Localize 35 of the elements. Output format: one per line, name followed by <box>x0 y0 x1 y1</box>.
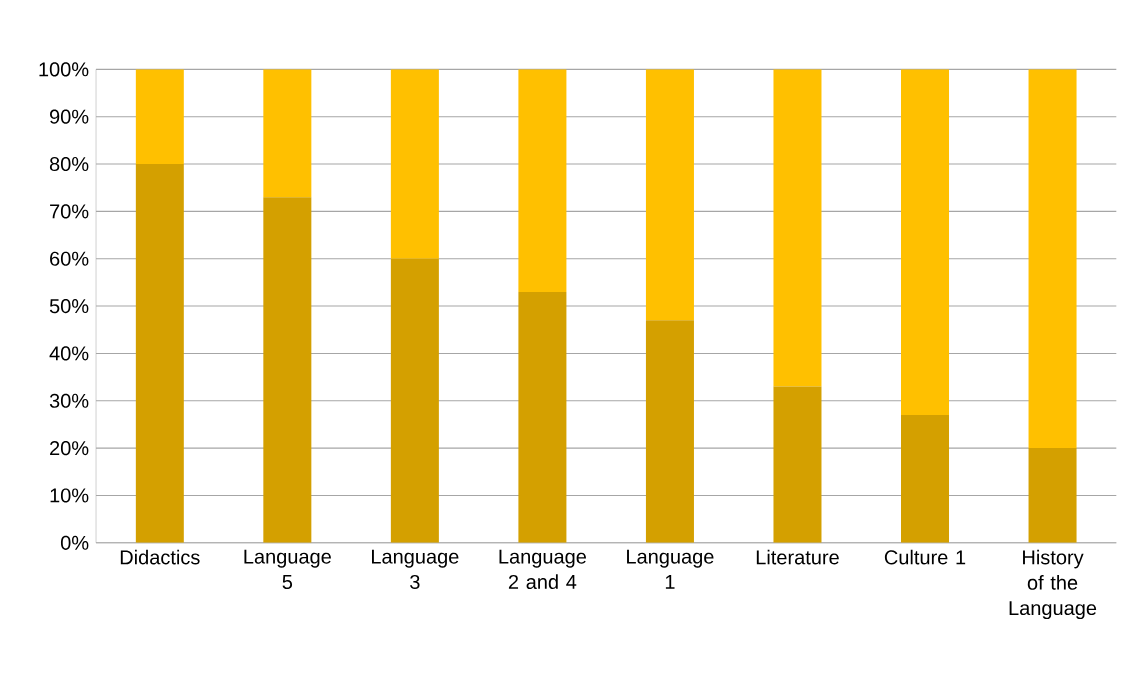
y-tick-label: 10% <box>50 488 89 503</box>
x-tick-label: Culture 1 <box>884 549 966 565</box>
x-tick-label: Language 2 and 4 <box>499 549 586 589</box>
y-tick-label: 30% <box>49 393 89 408</box>
x-tick-label: Didactics <box>120 549 200 565</box>
x-tick-label: Language 3 <box>372 549 459 589</box>
y-tick-label: 60% <box>50 251 89 266</box>
bar <box>518 291 567 543</box>
y-tick-label: 80% <box>49 156 89 172</box>
bar <box>645 320 694 543</box>
bar <box>390 69 439 259</box>
bar <box>263 69 312 198</box>
bar <box>901 69 950 415</box>
x-tick-label: History of the Language <box>1009 549 1097 619</box>
bar <box>263 197 312 543</box>
bar <box>1028 69 1077 449</box>
bar <box>135 69 184 164</box>
bar <box>901 414 950 543</box>
y-tick-label: 0% <box>60 535 89 550</box>
bar <box>518 69 567 292</box>
x-tick-label: Language 5 <box>244 549 331 589</box>
y-tick-label: 100% <box>39 62 89 77</box>
y-tick-label: 90% <box>50 109 89 124</box>
y-tick-label: 40% <box>49 346 89 361</box>
bar <box>390 258 439 543</box>
bar <box>645 69 694 321</box>
bar <box>135 163 184 543</box>
y-tick-label: 20% <box>50 440 89 456</box>
y-tick-label: 50% <box>49 298 89 314</box>
bar <box>773 69 822 387</box>
bar <box>773 386 822 543</box>
x-tick-label: Language 1 <box>627 549 714 589</box>
bar <box>1028 448 1077 543</box>
x-tick-label: Literature <box>756 549 839 565</box>
y-tick-label: 70% <box>50 204 89 219</box>
